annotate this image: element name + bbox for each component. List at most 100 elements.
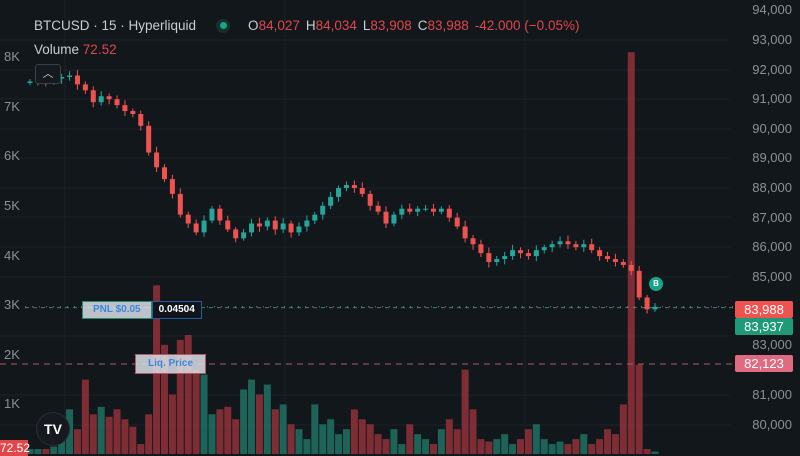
volume-bar	[255, 394, 263, 454]
candle-body	[399, 208, 405, 215]
position-line-label[interactable]: PNL $0.05 0.04504	[82, 301, 202, 319]
candle-body	[636, 270, 642, 298]
volume-bar	[287, 424, 295, 454]
volume-bar	[58, 439, 66, 454]
volume-bar	[34, 449, 42, 454]
volume-bar	[524, 429, 532, 454]
volume-axis-label: 1K	[4, 396, 20, 412]
candle-body	[114, 99, 120, 106]
candle-body	[359, 188, 365, 194]
candle-body	[612, 259, 618, 262]
volume-bar	[477, 439, 485, 454]
candle-body	[628, 264, 634, 271]
candle-body	[288, 223, 294, 233]
position-size: 0.04504	[151, 301, 202, 319]
symbol-title[interactable]: BTCUSD · 15 · Hyperliquid	[34, 18, 197, 33]
candle-body	[201, 220, 207, 233]
candle-body	[620, 262, 626, 265]
volume-bar	[469, 409, 477, 454]
volume-bar	[445, 419, 453, 454]
volume-bar	[350, 409, 358, 454]
candle-body	[312, 214, 318, 221]
candle-body	[82, 84, 88, 91]
buy-marker-icon[interactable]: B	[649, 277, 663, 291]
candle-body	[454, 217, 460, 227]
volume-bar	[89, 414, 97, 454]
high-label: H	[305, 18, 316, 33]
last-volume-tag: 72.52	[0, 440, 31, 456]
candle-body	[161, 167, 167, 180]
candle-body	[154, 152, 160, 168]
tradingview-logo[interactable]: TV	[36, 412, 70, 446]
volume-bar	[42, 449, 50, 454]
volume-bar	[651, 451, 659, 454]
candle-body	[565, 241, 571, 245]
candle-body	[328, 196, 334, 206]
volume-bar	[453, 429, 461, 454]
volume-bar	[366, 424, 374, 454]
candle-body	[367, 193, 373, 206]
volume-bar	[248, 379, 256, 454]
candle-body	[502, 256, 508, 260]
volume-bar	[517, 439, 525, 454]
volume-bar	[73, 429, 81, 454]
volume-bar	[342, 429, 350, 454]
volume-bar	[485, 441, 493, 454]
volume-bar	[414, 434, 422, 454]
candle-body	[510, 250, 516, 257]
open-value: 84,027	[258, 18, 300, 33]
volume-axis-label: 4K	[4, 247, 20, 263]
volume-bar	[311, 404, 319, 454]
price-axis-label: 87,000	[752, 209, 792, 225]
candle-body	[438, 208, 444, 212]
candle-body	[644, 297, 650, 310]
candle-body	[280, 223, 286, 230]
volume-value: 72.52	[82, 42, 117, 57]
candle-body	[407, 208, 413, 212]
liq-price-label[interactable]: Liq. Price	[135, 354, 207, 374]
position-price-tag: 83,937	[735, 318, 793, 335]
candle-body	[185, 214, 191, 224]
candle-body	[343, 185, 349, 188]
volume-bar	[422, 439, 430, 454]
volume-bar	[240, 389, 248, 454]
volume-bar	[532, 424, 540, 454]
volume-bar	[319, 424, 327, 454]
volume-bar	[398, 444, 406, 454]
chevron-up-icon[interactable]: ︿	[35, 64, 61, 84]
volume-bar	[137, 444, 145, 454]
volume-bar	[224, 406, 232, 454]
high-value: 84,034	[315, 18, 357, 33]
candle-body	[478, 244, 484, 254]
volume-bar	[643, 449, 651, 454]
price-axis-label: 92,000	[752, 61, 792, 77]
candle-body	[351, 185, 357, 188]
price-axis-label: 86,000	[752, 239, 792, 255]
volume-bar	[335, 434, 343, 454]
candle-body	[233, 229, 239, 239]
low-label: L	[362, 18, 371, 33]
candle-body	[106, 96, 112, 100]
candle-body	[138, 114, 144, 126]
candle-body	[494, 259, 500, 262]
candle-body	[98, 96, 104, 103]
volume-axis-label: 8K	[4, 49, 20, 65]
candle-body	[581, 244, 587, 248]
candle-body	[605, 256, 611, 260]
volume-bar	[105, 416, 113, 454]
price-axis-label: 94,000	[752, 2, 792, 18]
candle-body	[430, 208, 436, 212]
volume-bar	[184, 334, 192, 454]
volume-bar	[580, 434, 588, 454]
volume-bar	[596, 439, 604, 454]
candle-body	[518, 250, 524, 254]
candle-body	[423, 208, 429, 210]
candle-body	[549, 244, 555, 248]
liq-price-tag: 82,123	[735, 355, 793, 372]
price-axis-label: 88,000	[752, 180, 792, 195]
candle-body	[573, 244, 579, 248]
volume-bar	[572, 439, 580, 454]
price-axis-label: 83,000	[752, 337, 792, 352]
